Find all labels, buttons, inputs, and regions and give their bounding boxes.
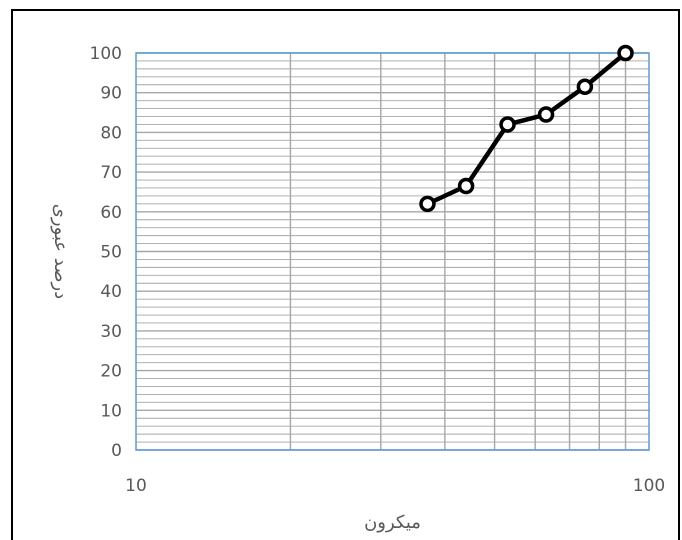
y-tick-label: 10 — [100, 401, 122, 421]
y-tick-label: 40 — [100, 282, 122, 302]
y-tick-label: 0 — [111, 441, 122, 461]
chart-frame — [11, 9, 680, 540]
y-tick-label: 60 — [100, 203, 122, 223]
x-tick-label: 10 — [125, 476, 147, 496]
y-axis-ticks: 0 10 20 30 40 50 60 70 80 90 100 — [90, 44, 122, 461]
data-point — [537, 106, 555, 123]
x-axis-title: میکرون — [364, 512, 421, 533]
data-point — [419, 195, 436, 213]
x-tick-label: 100 — [633, 476, 665, 496]
y-tick-label: 30 — [100, 322, 122, 342]
x-axis-ticks: 10 100 — [125, 476, 665, 496]
y-tick-label: 80 — [100, 123, 122, 143]
data-point — [617, 44, 634, 62]
y-tick-label: 20 — [100, 362, 122, 382]
series — [419, 44, 634, 213]
data-point — [457, 177, 475, 195]
data-point — [576, 78, 594, 95]
plot-area-border — [135, 52, 650, 451]
y-tick-label: 50 — [100, 243, 122, 263]
grid-lines — [136, 52, 649, 451]
y-tick-label: 70 — [100, 163, 122, 183]
data-point — [499, 116, 516, 133]
y-tick-label: 90 — [100, 84, 122, 104]
y-axis-title: درصد عبوری — [50, 204, 71, 299]
series-line — [425, 50, 628, 207]
y-tick-label: 100 — [90, 44, 122, 64]
